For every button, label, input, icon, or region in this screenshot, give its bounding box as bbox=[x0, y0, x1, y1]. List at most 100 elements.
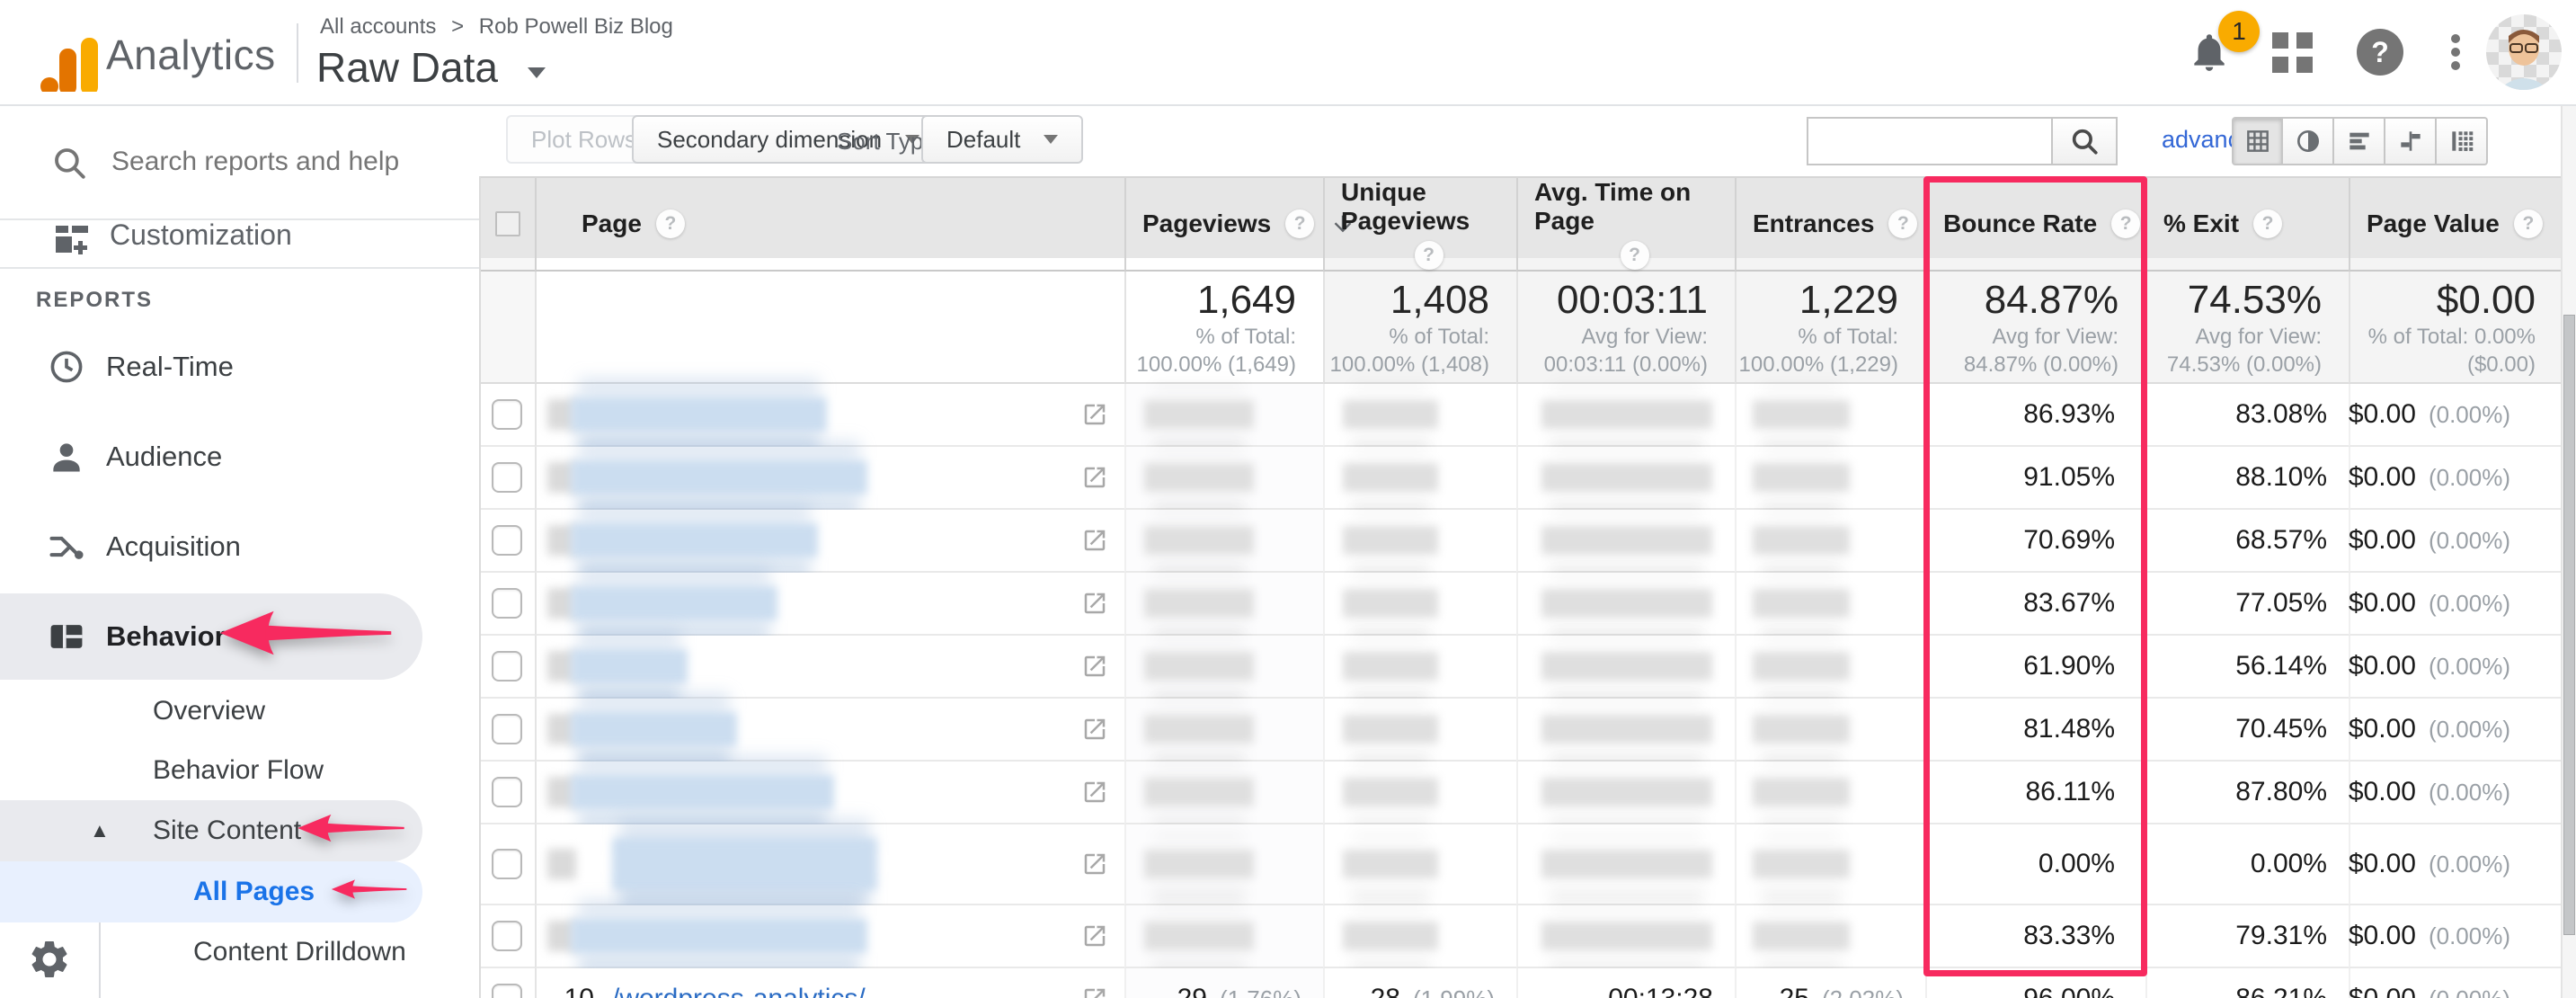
column-header-pageviews[interactable]: Pageviews ? bbox=[1124, 178, 1352, 272]
sidebar-search[interactable] bbox=[0, 106, 479, 220]
summary-bounce-rate: 84.87% Avg for View: 84.87% (0.00%) bbox=[1925, 258, 2145, 384]
help-icon[interactable]: ? bbox=[1285, 209, 1315, 238]
redacted-value bbox=[1753, 526, 1850, 555]
bounce-rate-cell: 70.69% bbox=[1925, 510, 2145, 573]
row-checkbox[interactable] bbox=[492, 462, 522, 493]
more-options-kebab-icon[interactable] bbox=[2430, 27, 2481, 77]
sidebar-item-content-drilldown[interactable]: Content Drilldown bbox=[0, 922, 422, 982]
row-checkbox[interactable] bbox=[492, 525, 522, 556]
sidebar-item-behavior[interactable]: Behavior bbox=[0, 593, 422, 680]
redacted-page-link bbox=[571, 775, 834, 809]
sidebar-item-customization[interactable]: Customization bbox=[0, 222, 479, 269]
row-checkbox[interactable] bbox=[492, 588, 522, 619]
percentage-view-button[interactable] bbox=[2283, 117, 2334, 165]
redacted-value bbox=[1144, 463, 1254, 492]
column-header-avg-time-on-page[interactable]: Avg. Time on Page ? bbox=[1516, 178, 1735, 272]
open-in-new-icon[interactable] bbox=[1081, 401, 1108, 428]
column-header-label: Entrances bbox=[1753, 209, 1875, 237]
breadcrumb-property[interactable]: Rob Powell Biz Blog bbox=[478, 14, 673, 39]
column-header-percent-exit[interactable]: % Exit ? bbox=[2145, 178, 2349, 272]
notifications-button[interactable] bbox=[2184, 27, 2234, 77]
page-value-percent: (0.00%) bbox=[2428, 652, 2510, 680]
help-button[interactable]: ? bbox=[2355, 27, 2405, 77]
help-icon[interactable]: ? bbox=[2111, 209, 2141, 238]
entrances-cell bbox=[1735, 636, 1925, 699]
breadcrumb-all-accounts[interactable]: All accounts bbox=[320, 14, 437, 39]
row-checkbox[interactable] bbox=[492, 714, 522, 744]
unique-pageviews-cell bbox=[1323, 636, 1516, 699]
secondary-dimension-button[interactable]: Secondary dimension bbox=[632, 115, 946, 164]
column-header-page-value[interactable]: Page Value ? bbox=[2349, 178, 2563, 272]
page-value-amount: $0.00 bbox=[2348, 462, 2416, 492]
sidebar-item-overview[interactable]: Overview bbox=[0, 682, 422, 741]
pivot-view-button[interactable] bbox=[2437, 117, 2488, 165]
notification-count-badge[interactable]: 1 bbox=[2218, 11, 2260, 52]
metric-value: 28 bbox=[1371, 984, 1400, 998]
row-checkbox[interactable] bbox=[492, 984, 522, 998]
table-search-input[interactable] bbox=[1807, 117, 2051, 165]
summary-subtext: % of Total: bbox=[1389, 325, 1489, 349]
select-all-checkbox[interactable] bbox=[495, 211, 520, 236]
open-in-new-icon[interactable] bbox=[1081, 527, 1108, 554]
bounce-rate-cell: 81.48% bbox=[1925, 699, 2145, 762]
scrollbar-thumb[interactable] bbox=[2563, 315, 2575, 935]
table-view-button[interactable] bbox=[2232, 117, 2283, 165]
comparison-view-button[interactable] bbox=[2385, 117, 2437, 165]
help-icon[interactable]: ? bbox=[2253, 209, 2283, 238]
vertical-scrollbar[interactable] bbox=[2561, 106, 2576, 998]
breadcrumb[interactable]: All accounts > Rob Powell Biz Blog bbox=[320, 14, 673, 40]
column-header-entrances[interactable]: Entrances ? bbox=[1735, 178, 1925, 272]
user-avatar[interactable] bbox=[2486, 14, 2562, 90]
redacted-value bbox=[1343, 922, 1438, 950]
row-checkbox[interactable] bbox=[492, 777, 522, 807]
open-in-new-icon[interactable] bbox=[1081, 922, 1108, 949]
page-value-percent: (0.00%) bbox=[2428, 715, 2510, 743]
sidebar-item-site-content[interactable]: ▲ Site Content bbox=[0, 800, 422, 861]
open-in-new-icon[interactable] bbox=[1081, 985, 1108, 998]
avg-time-cell bbox=[1516, 699, 1735, 762]
page-link[interactable]: /wordpress-analytics/ bbox=[612, 984, 866, 998]
column-header-page[interactable]: Page ? bbox=[535, 178, 1124, 272]
help-icon[interactable]: ? bbox=[2513, 209, 2543, 238]
sidebar-item-all-pages[interactable]: All Pages bbox=[0, 861, 422, 922]
sidebar-item-behavior-flow[interactable]: Behavior Flow bbox=[0, 741, 422, 800]
open-in-new-icon[interactable] bbox=[1081, 716, 1108, 743]
row-checkbox[interactable] bbox=[492, 651, 522, 682]
admin-gear-icon[interactable] bbox=[27, 937, 72, 982]
column-header-bounce-rate[interactable]: Bounce Rate ? bbox=[1925, 178, 2145, 272]
help-icon[interactable]: ? bbox=[655, 209, 685, 238]
row-checkbox[interactable] bbox=[492, 849, 522, 879]
search-icon bbox=[55, 148, 85, 179]
sort-type-dropdown[interactable]: Default bbox=[921, 115, 1084, 164]
column-header-unique-pageviews[interactable]: Unique Pageviews ? bbox=[1323, 178, 1516, 272]
redacted-value bbox=[1343, 652, 1438, 681]
open-in-new-icon[interactable] bbox=[1081, 590, 1108, 617]
sidebar-item-real-time[interactable]: Real-Time bbox=[0, 322, 422, 412]
google-analytics-logo-icon[interactable] bbox=[25, 14, 102, 95]
open-in-new-icon[interactable] bbox=[1081, 779, 1108, 806]
breadcrumb-chevron-icon: > bbox=[451, 14, 465, 39]
help-icon[interactable]: ? bbox=[1620, 241, 1649, 270]
open-in-new-icon[interactable] bbox=[1081, 464, 1108, 491]
person-icon bbox=[53, 443, 80, 472]
row-checkbox[interactable] bbox=[492, 399, 522, 430]
sidebar-item-audience[interactable]: Audience bbox=[0, 412, 422, 502]
sidebar-item-label: Site Content bbox=[153, 815, 302, 845]
table-search-button[interactable] bbox=[2051, 117, 2118, 165]
row-checkbox[interactable] bbox=[492, 921, 522, 951]
sidebar-item-label: Content Drilldown bbox=[193, 937, 406, 967]
avg-time-cell bbox=[1516, 384, 1735, 447]
help-icon[interactable]: ? bbox=[1414, 241, 1443, 270]
apps-grid-icon[interactable] bbox=[2267, 27, 2317, 77]
summary-subtext: Avg for View: bbox=[1581, 325, 1708, 349]
search-reports-input[interactable] bbox=[111, 138, 453, 185]
summary-subtext: 100.00% (1,408) bbox=[1329, 352, 1489, 377]
avg-time-cell bbox=[1516, 905, 1735, 968]
sidebar-item-acquisition[interactable]: Acquisition bbox=[0, 502, 422, 592]
performance-view-button[interactable] bbox=[2334, 117, 2385, 165]
open-in-new-icon[interactable] bbox=[1081, 653, 1108, 680]
help-icon[interactable]: ? bbox=[1888, 209, 1918, 238]
view-selector[interactable]: Raw Data bbox=[316, 43, 546, 92]
sidebar-item-label: Behavior Flow bbox=[153, 755, 324, 785]
open-in-new-icon[interactable] bbox=[1081, 851, 1108, 878]
